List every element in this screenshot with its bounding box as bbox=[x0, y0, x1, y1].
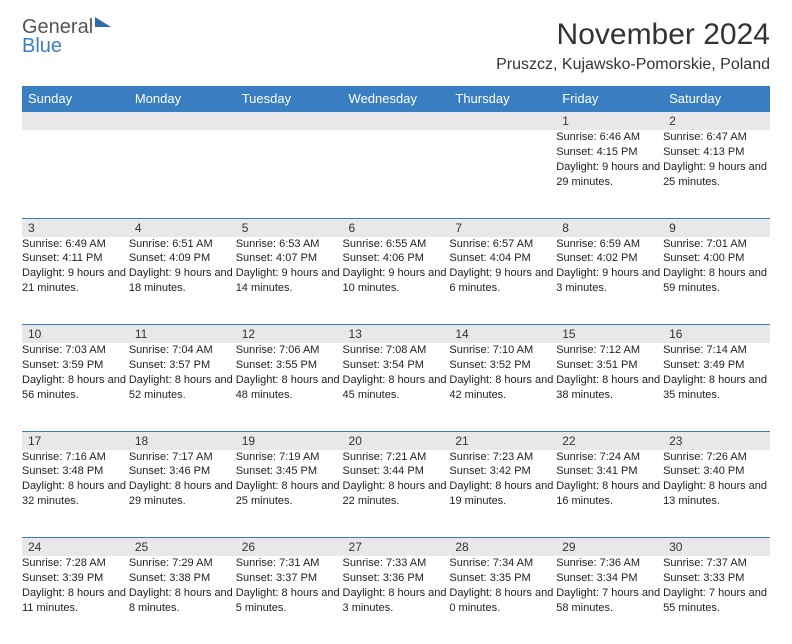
day-number-cell: 6 bbox=[343, 218, 450, 237]
day-number-cell: 22 bbox=[556, 431, 663, 450]
day-number-cell: 18 bbox=[129, 431, 236, 450]
day-number-row: 12 bbox=[22, 112, 770, 131]
day-number-row: 24252627282930 bbox=[22, 538, 770, 557]
week-row: Sunrise: 7:03 AMSunset: 3:59 PMDaylight:… bbox=[22, 343, 770, 431]
day-body-cell: Sunrise: 7:10 AMSunset: 3:52 PMDaylight:… bbox=[449, 343, 556, 431]
day-body-cell: Sunrise: 7:16 AMSunset: 3:48 PMDaylight:… bbox=[22, 450, 129, 538]
day-number-cell: 23 bbox=[663, 431, 770, 450]
logo-line2: Blue bbox=[22, 35, 62, 57]
day-body-cell: Sunrise: 7:01 AMSunset: 4:00 PMDaylight:… bbox=[663, 237, 770, 325]
day-number-cell: 28 bbox=[449, 538, 556, 557]
day-number-cell: 25 bbox=[129, 538, 236, 557]
day-number-cell: 1 bbox=[556, 112, 663, 131]
day-body-cell: Sunrise: 7:04 AMSunset: 3:57 PMDaylight:… bbox=[129, 343, 236, 431]
day-number-cell: 5 bbox=[236, 218, 343, 237]
day-body-cell: Sunrise: 6:47 AMSunset: 4:13 PMDaylight:… bbox=[663, 130, 770, 218]
day-body-cell: Sunrise: 7:08 AMSunset: 3:54 PMDaylight:… bbox=[343, 343, 450, 431]
day-body-cell: Sunrise: 7:17 AMSunset: 3:46 PMDaylight:… bbox=[129, 450, 236, 538]
weekday-header: Saturday bbox=[663, 86, 770, 112]
month-title: November 2024 bbox=[496, 18, 770, 52]
logo-text: General Blue bbox=[22, 18, 111, 56]
day-number-cell: 4 bbox=[129, 218, 236, 237]
day-body-cell: Sunrise: 6:57 AMSunset: 4:04 PMDaylight:… bbox=[449, 237, 556, 325]
logo: General Blue bbox=[22, 18, 111, 56]
weekday-header: Friday bbox=[556, 86, 663, 112]
day-body-cell bbox=[236, 130, 343, 218]
weekday-header: Sunday bbox=[22, 86, 129, 112]
day-body-cell: Sunrise: 7:31 AMSunset: 3:37 PMDaylight:… bbox=[236, 556, 343, 644]
day-number-row: 3456789 bbox=[22, 218, 770, 237]
day-number-cell: 2 bbox=[663, 112, 770, 131]
day-number-cell: 11 bbox=[129, 325, 236, 344]
day-body-cell: Sunrise: 7:06 AMSunset: 3:55 PMDaylight:… bbox=[236, 343, 343, 431]
day-number-cell: 10 bbox=[22, 325, 129, 344]
title-block: November 2024 Pruszcz, Kujawsko-Pomorski… bbox=[496, 18, 770, 74]
week-row: Sunrise: 7:28 AMSunset: 3:39 PMDaylight:… bbox=[22, 556, 770, 644]
weekday-header: Wednesday bbox=[343, 86, 450, 112]
header: General Blue November 2024 Pruszcz, Kuja… bbox=[22, 18, 770, 74]
day-number-cell bbox=[129, 112, 236, 131]
day-body-cell: Sunrise: 7:14 AMSunset: 3:49 PMDaylight:… bbox=[663, 343, 770, 431]
week-row: Sunrise: 6:49 AMSunset: 4:11 PMDaylight:… bbox=[22, 237, 770, 325]
day-number-cell: 13 bbox=[343, 325, 450, 344]
day-number-cell: 24 bbox=[22, 538, 129, 557]
day-number-cell bbox=[343, 112, 450, 131]
day-number-cell bbox=[449, 112, 556, 131]
day-number-row: 10111213141516 bbox=[22, 325, 770, 344]
calendar-body: 12Sunrise: 6:46 AMSunset: 4:15 PMDayligh… bbox=[22, 112, 770, 644]
day-number-cell: 20 bbox=[343, 431, 450, 450]
calendar-table: SundayMondayTuesdayWednesdayThursdayFrid… bbox=[22, 86, 770, 644]
day-body-cell: Sunrise: 7:29 AMSunset: 3:38 PMDaylight:… bbox=[129, 556, 236, 644]
day-number-cell: 15 bbox=[556, 325, 663, 344]
day-body-cell: Sunrise: 6:51 AMSunset: 4:09 PMDaylight:… bbox=[129, 237, 236, 325]
day-number-cell: 7 bbox=[449, 218, 556, 237]
day-body-cell: Sunrise: 7:33 AMSunset: 3:36 PMDaylight:… bbox=[343, 556, 450, 644]
day-number-cell: 30 bbox=[663, 538, 770, 557]
day-body-cell: Sunrise: 7:23 AMSunset: 3:42 PMDaylight:… bbox=[449, 450, 556, 538]
location-text: Pruszcz, Kujawsko-Pomorskie, Poland bbox=[496, 56, 770, 74]
day-body-cell: Sunrise: 7:34 AMSunset: 3:35 PMDaylight:… bbox=[449, 556, 556, 644]
weekday-header: Tuesday bbox=[236, 86, 343, 112]
day-number-cell: 3 bbox=[22, 218, 129, 237]
weekday-header: Monday bbox=[129, 86, 236, 112]
day-body-cell bbox=[343, 130, 450, 218]
day-body-cell: Sunrise: 7:28 AMSunset: 3:39 PMDaylight:… bbox=[22, 556, 129, 644]
day-body-cell bbox=[22, 130, 129, 218]
day-number-cell: 17 bbox=[22, 431, 129, 450]
day-number-cell: 19 bbox=[236, 431, 343, 450]
day-body-cell: Sunrise: 6:53 AMSunset: 4:07 PMDaylight:… bbox=[236, 237, 343, 325]
day-body-cell bbox=[449, 130, 556, 218]
day-number-cell: 16 bbox=[663, 325, 770, 344]
weekday-header: Thursday bbox=[449, 86, 556, 112]
day-body-cell bbox=[129, 130, 236, 218]
day-body-cell: Sunrise: 7:26 AMSunset: 3:40 PMDaylight:… bbox=[663, 450, 770, 538]
day-body-cell: Sunrise: 7:36 AMSunset: 3:34 PMDaylight:… bbox=[556, 556, 663, 644]
week-row: Sunrise: 7:16 AMSunset: 3:48 PMDaylight:… bbox=[22, 450, 770, 538]
day-number-cell bbox=[22, 112, 129, 131]
day-number-cell: 8 bbox=[556, 218, 663, 237]
day-body-cell: Sunrise: 6:59 AMSunset: 4:02 PMDaylight:… bbox=[556, 237, 663, 325]
day-number-cell bbox=[236, 112, 343, 131]
day-body-cell: Sunrise: 7:12 AMSunset: 3:51 PMDaylight:… bbox=[556, 343, 663, 431]
day-body-cell: Sunrise: 7:19 AMSunset: 3:45 PMDaylight:… bbox=[236, 450, 343, 538]
day-body-cell: Sunrise: 6:49 AMSunset: 4:11 PMDaylight:… bbox=[22, 237, 129, 325]
day-number-cell: 29 bbox=[556, 538, 663, 557]
day-number-cell: 26 bbox=[236, 538, 343, 557]
day-body-cell: Sunrise: 7:21 AMSunset: 3:44 PMDaylight:… bbox=[343, 450, 450, 538]
day-number-cell: 27 bbox=[343, 538, 450, 557]
week-row: Sunrise: 6:46 AMSunset: 4:15 PMDaylight:… bbox=[22, 130, 770, 218]
day-number-cell: 21 bbox=[449, 431, 556, 450]
weekday-header-row: SundayMondayTuesdayWednesdayThursdayFrid… bbox=[22, 86, 770, 112]
day-body-cell: Sunrise: 7:37 AMSunset: 3:33 PMDaylight:… bbox=[663, 556, 770, 644]
day-number-cell: 14 bbox=[449, 325, 556, 344]
day-number-row: 17181920212223 bbox=[22, 431, 770, 450]
day-number-cell: 9 bbox=[663, 218, 770, 237]
day-body-cell: Sunrise: 6:46 AMSunset: 4:15 PMDaylight:… bbox=[556, 130, 663, 218]
logo-triangle-icon bbox=[95, 17, 111, 27]
day-body-cell: Sunrise: 7:03 AMSunset: 3:59 PMDaylight:… bbox=[22, 343, 129, 431]
day-number-cell: 12 bbox=[236, 325, 343, 344]
day-body-cell: Sunrise: 7:24 AMSunset: 3:41 PMDaylight:… bbox=[556, 450, 663, 538]
day-body-cell: Sunrise: 6:55 AMSunset: 4:06 PMDaylight:… bbox=[343, 237, 450, 325]
